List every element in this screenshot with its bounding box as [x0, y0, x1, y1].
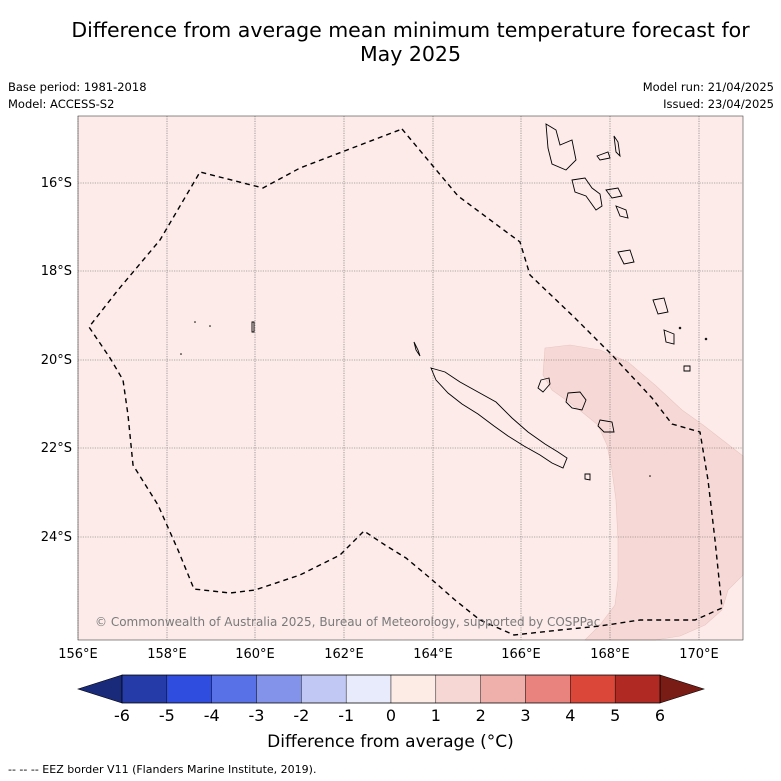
eez-footnote: -- -- -- EEZ border V11 (Flanders Marine…: [8, 763, 317, 776]
lat-tick-24s: 24°S: [41, 530, 72, 545]
colorbar-outline: [121, 674, 661, 704]
vanuatu-islands: [545, 123, 708, 372]
lon-tick-164e: 164°E: [413, 647, 453, 662]
colorbar: -6 -5 -4 -3 -2 -1 0 1 2 3 4 5 6: [77, 674, 705, 725]
colorbar-tick-label: -3: [249, 706, 265, 725]
lon-tick-170e: 170°E: [679, 647, 719, 662]
lon-tick-162e: 162°E: [324, 647, 364, 662]
colorbar-segment: [345, 674, 392, 704]
title-line-2: May 2025: [359, 42, 462, 66]
isle-of-pines: [584, 473, 591, 481]
colorbar-tick-label: -6: [114, 706, 130, 725]
issued-text: Issued: 23/04/2025: [663, 97, 774, 111]
loyalty-island-lifou: [565, 391, 587, 411]
meta-right: Model run: 21/04/2025 Issued: 23/04/2025: [643, 79, 774, 113]
colorbar-segment: [390, 674, 437, 704]
meta-left: Base period: 1981-2018 Model: ACCESS-S2: [8, 79, 147, 113]
lat-tick-16s: 16°S: [41, 176, 72, 191]
model-text: Model: ACCESS-S2: [8, 97, 115, 111]
colorbar-segment: [614, 674, 661, 704]
base-period-text: Base period: 1981-2018: [8, 80, 147, 94]
colorbar-segment: [435, 674, 481, 704]
title-line-1: Difference from average mean minimum tem…: [71, 18, 750, 42]
map-frame: [77, 115, 744, 641]
colorbar-tick-label: 6: [655, 706, 665, 725]
colorbar-tick-label: -5: [159, 706, 175, 725]
lat-tick-20s: 20°S: [41, 353, 72, 368]
colorbar-tick-label: 2: [476, 706, 486, 725]
colorbar-label: Difference from average (°C): [267, 732, 514, 752]
colorbar-tick-label: 5: [610, 706, 620, 725]
colorbar-segment: [301, 674, 347, 704]
colorbar-tick-label: -4: [204, 706, 220, 725]
eez-border: [88, 128, 723, 636]
colorbar-tick-label: 0: [386, 706, 396, 725]
chesterfield-reef: [251, 321, 255, 333]
colorbar-segment: [121, 674, 168, 704]
belep-islands: [413, 341, 421, 357]
loyalty-island-ouvea: [537, 377, 551, 393]
colorbar-tick-label: -1: [338, 706, 354, 725]
colorbar-tick-label: 3: [520, 706, 530, 725]
colorbar-segment: [211, 674, 257, 704]
lon-tick-156e: 156°E: [58, 647, 98, 662]
colorbar-extend-high: [659, 674, 705, 704]
model-run-text: Model run: 21/04/2025: [642, 80, 774, 94]
lat-tick-18s: 18°S: [41, 264, 72, 279]
copyright-text: © Commonwealth of Australia 2025, Bureau…: [95, 615, 600, 629]
colorbar-tick-label: -2: [293, 706, 309, 725]
lon-tick-168e: 168°E: [590, 647, 630, 662]
lon-tick-158e: 158°E: [147, 647, 187, 662]
map-title: Difference from average mean minimum tem…: [0, 18, 781, 66]
colorbar-segment: [166, 674, 212, 704]
colorbar-segment: [480, 674, 526, 704]
colorbar-segment: [256, 674, 302, 704]
small-islets: [180, 321, 651, 477]
lat-tick-22s: 22°S: [41, 441, 72, 456]
colorbar-tick-label: 4: [565, 706, 575, 725]
colorbar-segment: [525, 674, 571, 704]
colorbar-tick-label: 1: [431, 706, 441, 725]
lon-tick-166e: 166°E: [501, 647, 541, 662]
loyalty-island-mare: [597, 419, 615, 433]
colorbar-extend-low: [77, 674, 123, 704]
lon-tick-160e: 160°E: [235, 647, 275, 662]
colorbar-segment: [570, 674, 616, 704]
new-caledonia-island: [430, 367, 568, 469]
